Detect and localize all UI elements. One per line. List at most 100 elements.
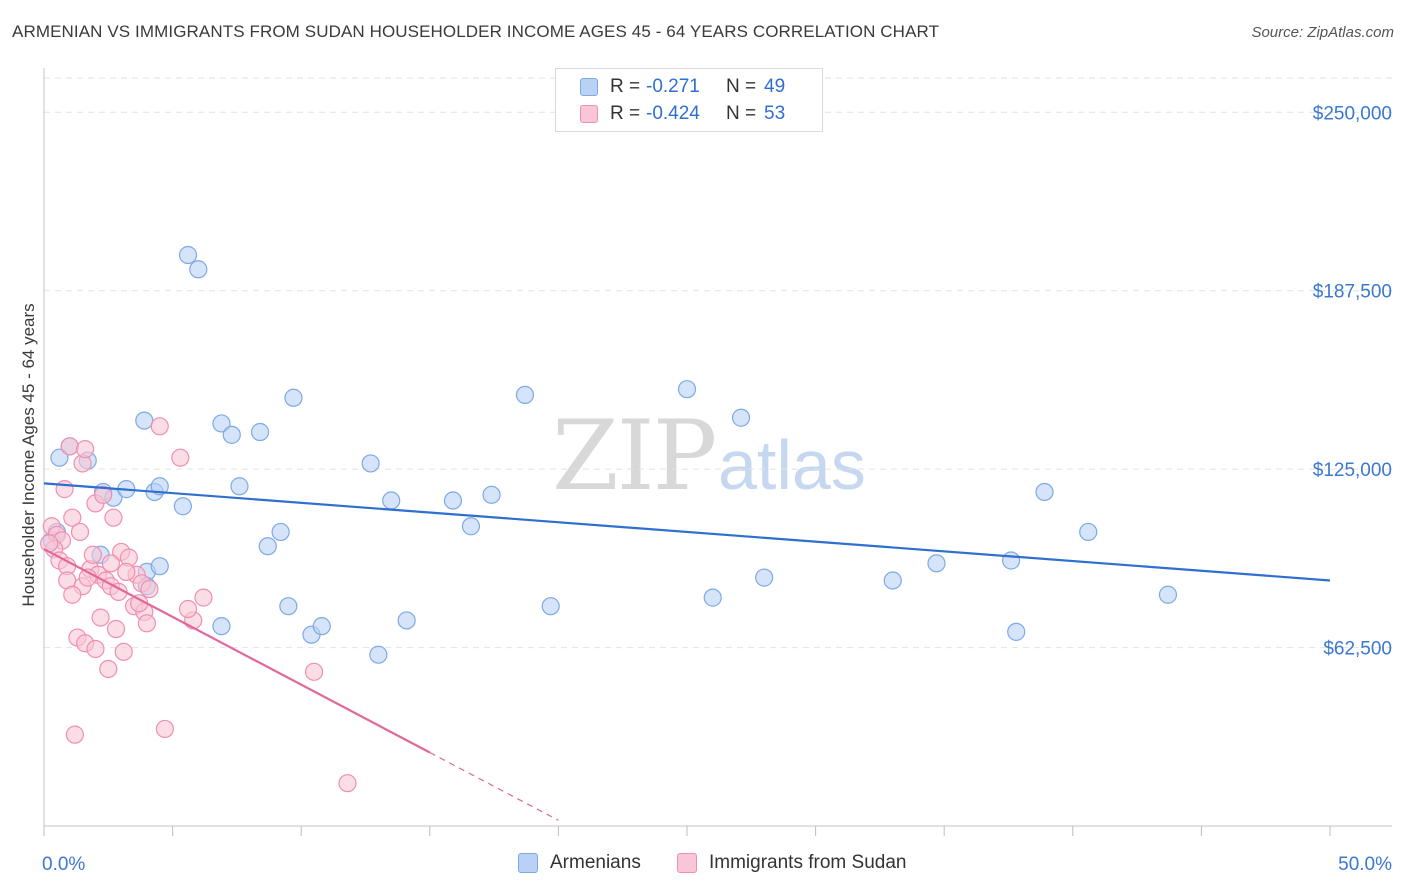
r-label: R = (610, 103, 641, 124)
point-sudan (63, 508, 82, 527)
x-tick-label-min: 0.0% (42, 854, 85, 875)
point-sudan (70, 522, 90, 542)
armenians-legend-swatch (518, 853, 538, 873)
stats-row-armenians: R = -0.271 N = 49 (580, 74, 785, 100)
point-armenians (230, 477, 249, 496)
point-armenians (755, 568, 774, 587)
point-sudan (304, 662, 324, 681)
axis-labels: $62,500 $125,000 $187,500 $250,000 0.0% 50.0%… (19, 103, 1392, 875)
point-armenians (135, 411, 154, 430)
point-armenians (731, 408, 751, 427)
point-sudan (101, 554, 120, 573)
point-armenians (279, 597, 298, 616)
point-sudan (60, 437, 79, 456)
point-sudan (106, 619, 126, 639)
r-label: R = (610, 76, 641, 97)
point-armenians (927, 554, 946, 573)
legend-label-armenians: Armenians (550, 852, 641, 873)
chart-source: Source: ZipAtlas.com (1251, 24, 1394, 41)
point-sudan (65, 725, 84, 744)
point-armenians (883, 571, 902, 590)
point-sudan (83, 545, 102, 564)
point-sudan (91, 608, 110, 627)
watermark-zip: ZIP (552, 400, 717, 512)
point-armenians (189, 260, 208, 279)
n-value: 53 (764, 103, 786, 124)
legend-item-armenians[interactable]: Armenians (518, 852, 641, 874)
point-armenians (461, 517, 481, 536)
point-sudan (140, 579, 159, 599)
point-armenians (178, 245, 198, 265)
point-armenians (703, 588, 722, 607)
point-armenians (150, 477, 169, 496)
point-sudan (155, 719, 174, 739)
point-armenians (677, 380, 697, 399)
legend-item-sudan[interactable]: Immigrants from Sudan (677, 852, 906, 874)
stats-row-sudan: R = -0.424 N = 53 (580, 101, 785, 127)
point-armenians (1035, 482, 1054, 502)
point-armenians (258, 537, 277, 556)
n-value: 49 (764, 76, 786, 97)
point-sudan (171, 448, 190, 467)
watermark-atlas: atlas (718, 426, 866, 504)
point-armenians (1001, 551, 1021, 570)
stats-legend: R = -0.271 N = 49 R = -0.424 N = 53 (555, 68, 823, 132)
point-armenians (397, 611, 416, 630)
point-sudan (114, 642, 133, 661)
point-armenians (271, 522, 290, 542)
point-armenians (361, 454, 380, 473)
axis-ticks (43, 826, 1331, 836)
point-armenians (150, 557, 169, 576)
point-armenians (284, 388, 303, 407)
point-armenians (212, 617, 231, 636)
y-tick-label: $62,500 (1323, 639, 1392, 660)
point-armenians (1007, 622, 1026, 641)
axes (43, 68, 1392, 827)
grid-lines (44, 77, 1392, 649)
point-armenians (50, 448, 69, 467)
point-armenians (222, 425, 241, 444)
y-tick-label: $125,000 (1313, 460, 1392, 481)
point-sudan (76, 440, 95, 459)
trend-lines (43, 482, 1331, 821)
point-armenians (369, 645, 388, 664)
armenians-swatch (580, 78, 598, 96)
point-sudan (178, 599, 198, 619)
data-points (40, 245, 1178, 793)
n-label: N = (726, 103, 757, 124)
point-sudan (99, 659, 118, 679)
sudan-swatch (580, 105, 598, 123)
point-armenians (443, 491, 463, 510)
r-value: -0.271 (646, 76, 700, 97)
point-sudan (338, 774, 357, 793)
point-armenians (541, 597, 560, 616)
point-armenians (1158, 585, 1178, 604)
n-label: N = (726, 76, 757, 97)
point-armenians (515, 385, 535, 405)
point-sudan (63, 585, 82, 604)
trend-sudan-extension (429, 751, 559, 821)
y-tick-label: $250,000 (1313, 103, 1392, 124)
point-sudan (86, 639, 105, 659)
point-armenians (212, 414, 231, 433)
chart-title: ARMENIAN VS IMMIGRANTS FROM SUDAN HOUSEH… (12, 22, 940, 41)
point-sudan (137, 614, 156, 633)
x-tick-label-max: 50.0% (1338, 854, 1392, 875)
point-sudan (40, 534, 59, 553)
point-sudan (104, 508, 123, 527)
point-sudan (117, 562, 136, 582)
point-armenians (1079, 522, 1098, 542)
y-tick-label: $187,500 (1313, 282, 1392, 303)
trend-sudan (43, 548, 431, 754)
point-armenians (482, 485, 501, 504)
point-armenians (250, 422, 270, 442)
point-sudan (194, 588, 213, 607)
sudan-legend-swatch (677, 853, 697, 873)
legend-label-sudan: Immigrants from Sudan (709, 852, 907, 873)
point-armenians (382, 491, 401, 510)
r-value: -0.424 (646, 103, 700, 124)
point-sudan (150, 417, 169, 436)
trend-armenians (43, 482, 1331, 582)
point-armenians (312, 617, 331, 636)
